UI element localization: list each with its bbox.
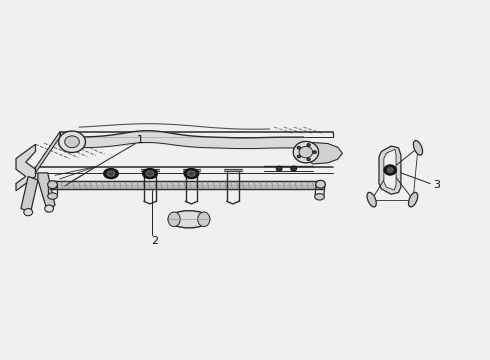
Ellipse shape — [184, 168, 199, 179]
Polygon shape — [16, 144, 35, 191]
Polygon shape — [35, 132, 60, 173]
Ellipse shape — [59, 131, 85, 153]
Ellipse shape — [107, 171, 115, 176]
Ellipse shape — [293, 141, 318, 163]
Polygon shape — [38, 173, 55, 212]
Polygon shape — [384, 149, 396, 190]
Ellipse shape — [45, 205, 53, 212]
Ellipse shape — [65, 136, 79, 148]
Polygon shape — [379, 146, 401, 194]
Ellipse shape — [315, 194, 324, 200]
Ellipse shape — [168, 211, 210, 228]
Ellipse shape — [104, 168, 118, 179]
Ellipse shape — [367, 192, 376, 207]
Ellipse shape — [146, 171, 154, 176]
Ellipse shape — [297, 146, 300, 149]
Ellipse shape — [24, 208, 32, 216]
Polygon shape — [21, 176, 38, 212]
Text: 1: 1 — [137, 135, 144, 145]
Ellipse shape — [291, 166, 296, 171]
Ellipse shape — [313, 151, 317, 154]
Ellipse shape — [307, 158, 310, 161]
Ellipse shape — [409, 192, 417, 207]
Ellipse shape — [297, 155, 300, 158]
Text: 3: 3 — [433, 180, 440, 190]
Ellipse shape — [387, 168, 393, 172]
Ellipse shape — [188, 171, 196, 176]
Ellipse shape — [414, 140, 422, 155]
Ellipse shape — [48, 181, 57, 189]
Ellipse shape — [48, 193, 57, 199]
Ellipse shape — [299, 147, 313, 158]
Ellipse shape — [276, 166, 282, 171]
Ellipse shape — [384, 165, 396, 175]
Ellipse shape — [168, 212, 180, 226]
Ellipse shape — [316, 180, 325, 188]
Ellipse shape — [307, 144, 310, 147]
Polygon shape — [308, 143, 343, 164]
Ellipse shape — [143, 168, 157, 179]
Text: 2: 2 — [151, 236, 158, 246]
Ellipse shape — [198, 212, 210, 226]
